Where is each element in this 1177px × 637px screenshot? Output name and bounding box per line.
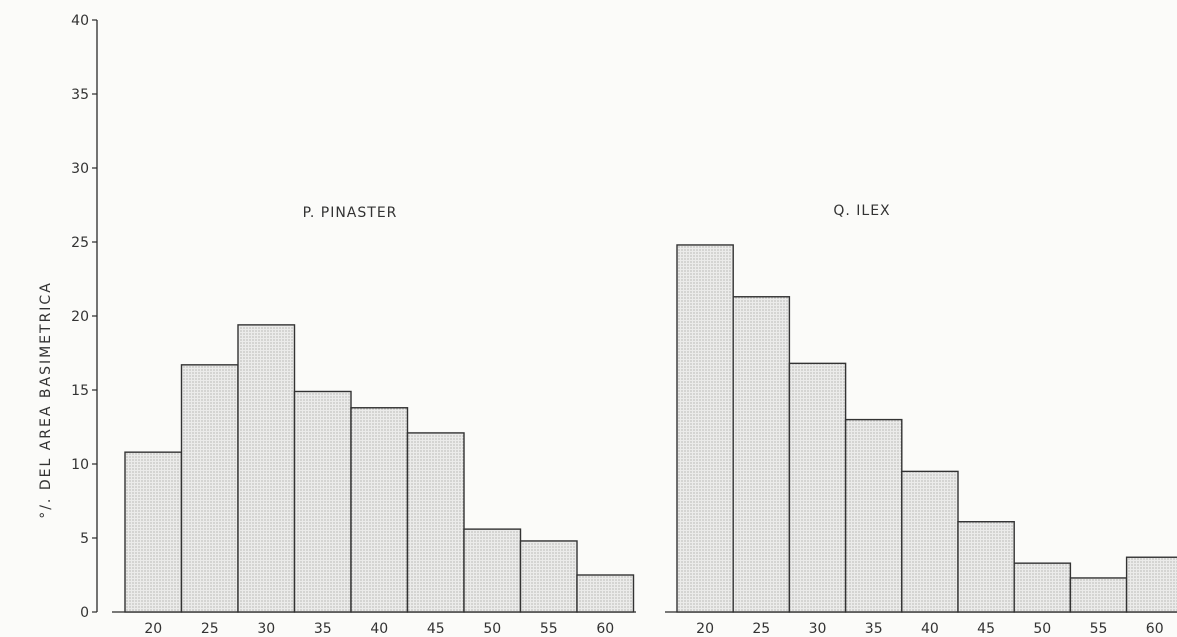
x-tick-label-pinaster: 40 [370,621,388,637]
x-tick-label-ilex: 35 [865,621,883,637]
bar-ilex-40 [901,470,959,613]
y-tick-label: 35 [71,87,89,103]
y-axis: 0 5 10 15 20 25 30 35 40 [71,13,98,621]
bar-pinaster-20 [124,451,183,613]
bar-ilex-55 [1069,577,1128,613]
x-tick-label-pinaster: 30 [257,621,275,637]
x-tick-label-pinaster: 35 [314,621,332,637]
x-tick-label-pinaster: 50 [483,621,501,637]
x-tick-label-ilex: 20 [696,621,714,637]
x-tick-label-ilex: 30 [809,621,827,637]
x-tick-label-ilex: 60 [1146,621,1164,637]
x-tick-label-ilex: 40 [921,621,939,637]
y-axis-label: °/. DEL AREA BASIMETRICA [38,281,54,519]
bar-ilex-30 [788,362,847,613]
y-tick-label: 5 [80,531,89,547]
y-tick-label: 25 [71,235,89,251]
panel-title-ilex: Q. ILEX [833,203,890,219]
y-tick-label: 10 [71,457,89,473]
bar-ilex-60 [1125,556,1177,613]
x-tick-label-ilex: 55 [1090,621,1108,637]
bar-ilex-50 [1013,562,1072,613]
bar-pinaster-60 [576,574,635,613]
x-tick-label-pinaster: 45 [427,621,445,637]
x-tick-label-pinaster: 60 [596,621,614,637]
y-tick-label: 30 [71,161,89,177]
panel-ilex: Q. ILEX 20 25 30 35 40 45 50 55 60 [665,203,1177,637]
bar-pinaster-55 [519,540,578,613]
bar-ilex-20 [676,244,734,613]
bar-ilex-25 [732,296,791,613]
bar-ilex-35 [844,418,903,613]
y-tick-label: 15 [71,383,89,399]
x-tick-label-ilex: 50 [1033,621,1051,637]
panel-pinaster: P. PINASTER 20 25 30 35 40 45 50 55 60 [112,205,636,637]
y-tick-label: 0 [80,605,89,621]
bar-pinaster-50 [463,528,522,613]
x-tick-label-ilex: 45 [977,621,995,637]
bar-ilex-45 [957,521,1015,613]
x-tick-label-ilex: 25 [752,621,770,637]
x-tick-label-pinaster: 25 [201,621,219,637]
bar-pinaster-35 [293,390,352,613]
bar-pinaster-30 [237,324,296,613]
x-tick-label-pinaster: 20 [144,621,162,637]
y-tick-label: 20 [71,309,89,325]
x-tick-label-pinaster: 55 [540,621,558,637]
y-tick-label: 40 [71,13,89,29]
bar-pinaster-45 [406,432,465,613]
bar-pinaster-40 [350,407,409,613]
panel-title-pinaster: P. PINASTER [303,205,398,221]
bar-pinaster-25 [180,364,239,613]
